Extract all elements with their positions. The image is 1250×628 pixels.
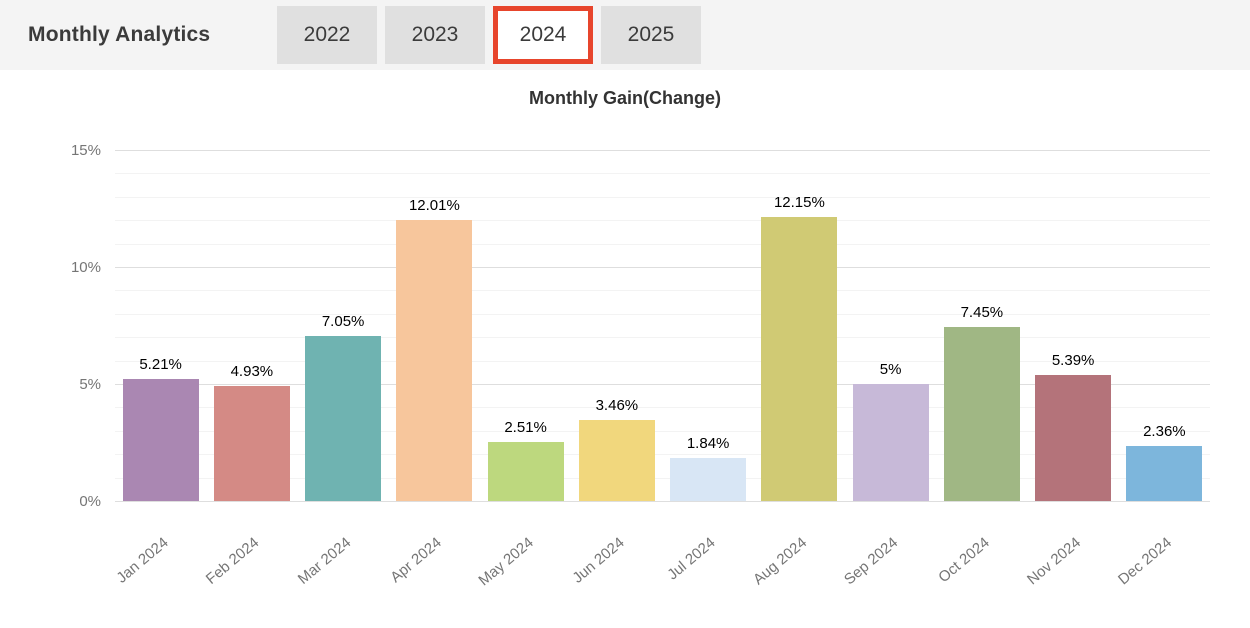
- gridline-minor: [115, 430, 1210, 432]
- bar-jan-2024[interactable]: [122, 379, 199, 501]
- y-axis-tick-label: 10%: [70, 259, 101, 276]
- x-axis-tick-label: Nov 2024: [1023, 534, 1085, 589]
- bar-value-label: 2.51%: [504, 419, 547, 437]
- gridline-minor: [115, 173, 1210, 175]
- gridline-major: [115, 384, 1210, 385]
- gridline-minor: [115, 196, 1210, 198]
- gridline-minor: [115, 337, 1210, 339]
- y-axis: 0% 5% 10% 15%: [0, 142, 101, 510]
- y-axis-tick-label: 0%: [79, 493, 101, 510]
- x-axis-tick-label: Oct 2024: [935, 534, 993, 587]
- bar-value-label: 7.05%: [321, 313, 365, 331]
- year-tabs: 2022 2023 2024 2025: [277, 6, 701, 64]
- bar-value-label: 2.36%: [1143, 422, 1186, 440]
- bar-oct-2024[interactable]: [943, 326, 1020, 501]
- bar-value-label: 5.21%: [139, 356, 182, 374]
- bar-aug-2024[interactable]: [761, 216, 838, 501]
- gridline-minor: [115, 407, 1210, 409]
- bar-apr-2024[interactable]: [396, 219, 473, 501]
- bar-mar-2024[interactable]: [305, 336, 382, 501]
- x-axis-tick-label: Apr 2024: [387, 534, 446, 587]
- bar-value-label: 4.93%: [230, 362, 274, 380]
- bar-value-label: 12.15%: [773, 193, 825, 211]
- gridline-minor: [115, 313, 1210, 315]
- bar-value-label: 3.46%: [595, 397, 639, 415]
- bar-value-label: 12.01%: [408, 196, 460, 214]
- x-axis-tick-label: Mar 2024: [294, 534, 355, 588]
- bar-jul-2024[interactable]: [670, 457, 747, 501]
- tab-2023[interactable]: 2023: [385, 6, 485, 64]
- x-axis-tick-label: Jun 2024: [569, 534, 628, 587]
- header-bar: Monthly Analytics 2022 2023 2024 2025: [0, 0, 1250, 70]
- plot-area: 5.21% 4.93% 7.05% 12.01% 2.51% 3.46% 1.84% 12.1…: [115, 150, 1210, 502]
- bar-value-label: 7.45%: [960, 303, 1004, 321]
- gridline-major: [115, 501, 1210, 502]
- x-axis-tick-label: Feb 2024: [203, 534, 263, 588]
- x-axis-tick-label: Dec 2024: [1115, 534, 1176, 589]
- x-axis-tick-label: May 2024: [475, 534, 537, 590]
- x-axis: Jan 2024 Feb 2024 Mar 2024 Apr 2024 May 2024…: [113, 534, 1210, 624]
- bar-sep-2024[interactable]: [852, 384, 929, 501]
- x-axis-tick-label: Jul 2024: [664, 534, 720, 584]
- chart-title: Monthly Gain(Change): [529, 88, 721, 108]
- gridline-minor: [115, 290, 1210, 292]
- x-axis-tick-label: Jan 2024: [113, 534, 172, 587]
- y-axis-tick-label: 15%: [70, 142, 101, 159]
- x-axis-tick-label: Aug 2024: [750, 534, 811, 589]
- gridline-minor: [115, 243, 1210, 245]
- gridline-minor: [115, 360, 1210, 362]
- bar-value-label: 5.39%: [1051, 351, 1095, 369]
- bar-dec-2024[interactable]: [1126, 445, 1203, 501]
- bar-value-label: 5%: [879, 361, 902, 378]
- y-axis-tick-label: 5%: [79, 376, 101, 393]
- gridline-minor: [115, 220, 1210, 222]
- bar-jun-2024[interactable]: [578, 420, 655, 501]
- gridline-major: [115, 150, 1210, 151]
- tab-2024[interactable]: 2024: [493, 6, 593, 64]
- bar-may-2024[interactable]: [487, 442, 564, 501]
- x-axis-tick-label: Sep 2024: [841, 534, 902, 589]
- gridline-minor: [115, 454, 1210, 456]
- gridline-minor: [115, 477, 1210, 479]
- bar-nov-2024[interactable]: [1035, 374, 1112, 501]
- tab-2025[interactable]: 2025: [601, 6, 701, 64]
- page-title: Monthly Analytics: [28, 23, 211, 46]
- bar-feb-2024[interactable]: [213, 385, 290, 501]
- tab-2022[interactable]: 2022: [277, 6, 377, 64]
- gridline-major: [115, 267, 1210, 268]
- bar-value-label: 1.84%: [686, 434, 730, 452]
